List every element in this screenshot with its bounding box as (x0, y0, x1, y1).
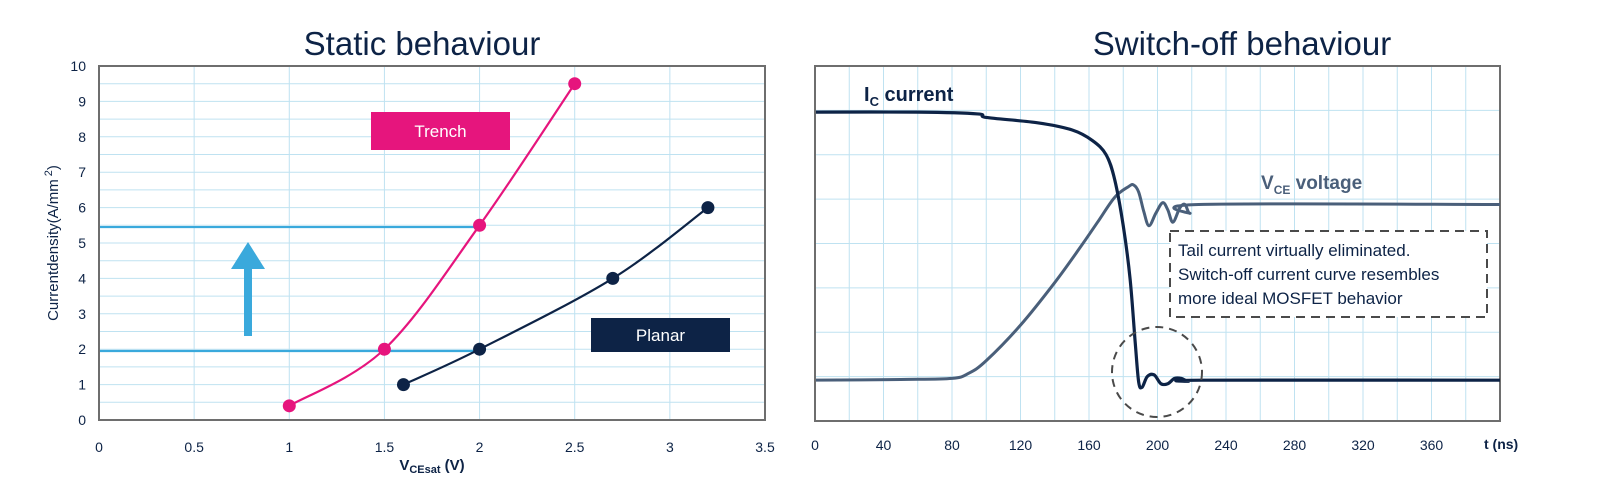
x-tick-labels: 0 0.5 1 1.5 2 2.5 3 3.5 (95, 439, 775, 455)
x-tick-label: 1 (285, 439, 293, 455)
data-point-planar (701, 201, 715, 215)
legend-trench-label: Trench (414, 122, 466, 141)
series-line-planar (402, 206, 709, 386)
note-line: Switch-off current curve resembles (1178, 265, 1439, 284)
y-tick-label: 8 (78, 129, 86, 145)
x-tick-label: 2 (476, 439, 484, 455)
y-tick-label: 9 (78, 93, 86, 109)
x-tick-label: 2.5 (565, 439, 585, 455)
x-tick-label: 40 (876, 437, 892, 453)
note-line: more ideal MOSFET behavior (1178, 289, 1403, 308)
x-axis-label: t (ns) (1484, 436, 1518, 452)
gridlines (99, 66, 765, 420)
data-point-planar (606, 271, 620, 285)
note-line: Tail current virtually eliminated. (1178, 241, 1410, 260)
x-tick-label: 320 (1351, 437, 1375, 453)
ic-current-label: IC current (864, 84, 954, 109)
series-layer (282, 77, 715, 413)
vce-voltage-curve (816, 183, 1500, 382)
legend-trench: Trench (371, 112, 510, 150)
chart-title: Static behaviour (304, 25, 541, 62)
y-tick-label: 5 (78, 235, 86, 251)
x-tick-label: 3.5 (755, 439, 775, 455)
y-tick-label: 2 (78, 341, 86, 357)
plot-frame (814, 65, 1501, 422)
x-axis-label: VCEsat (V) (399, 457, 464, 476)
ic-current-curve (816, 110, 1500, 390)
x-tick-label: 240 (1214, 437, 1238, 453)
x-tick-label: 120 (1009, 437, 1033, 453)
vce-voltage-label: VCE voltage (1261, 173, 1362, 197)
reference-lines (99, 225, 480, 353)
legend-planar-label: Planar (636, 326, 685, 345)
y-tick-label: 3 (78, 306, 86, 322)
x-tick-label: 3 (666, 439, 674, 455)
x-tick-label: 200 (1146, 437, 1170, 453)
data-point-trench (377, 342, 391, 356)
x-tick-label: 0.5 (184, 439, 204, 455)
y-tick-label: 10 (70, 58, 86, 74)
data-point-trench (282, 399, 296, 413)
plot-frame (98, 65, 766, 421)
series-layer (816, 110, 1500, 390)
legend-planar: Planar (591, 318, 730, 352)
x-tick-label: 80 (944, 437, 960, 453)
x-tick-label: 0 (811, 437, 819, 453)
x-tick-label: 160 (1077, 437, 1101, 453)
series-line-trench (288, 83, 576, 407)
switch-off-chart: Switch-off behaviour 0 40 80 120 160 200 240 28… (811, 25, 1518, 453)
y-tick-labels: 0 1 2 3 4 5 6 7 8 9 10 (70, 58, 86, 428)
x-tick-labels: 0 40 80 120 160 200 240 280 320 360 (811, 437, 1443, 453)
data-point-planar (473, 342, 487, 356)
x-tick-label: 0 (95, 439, 103, 455)
data-point-trench (473, 218, 487, 232)
y-tick-label: 6 (78, 200, 86, 216)
y-tick-label: 1 (78, 377, 86, 393)
x-tick-label: 280 (1283, 437, 1307, 453)
data-point-trench (568, 77, 582, 91)
y-tick-label: 4 (78, 270, 86, 286)
y-tick-label: 0 (78, 412, 86, 428)
annotation-note: Tail current virtually eliminated. Switc… (1169, 230, 1488, 318)
y-tick-label: 7 (78, 164, 86, 180)
y-axis-label: Currentdensity(A/mm2) (43, 165, 62, 321)
data-point-planar (396, 378, 410, 392)
arrow-up-icon (231, 242, 265, 336)
static-chart: Static behaviour 0 0.5 1 1.5 2 2.5 3 3.5 0 1 2 3 4 5… (43, 25, 775, 476)
x-tick-label: 1.5 (375, 439, 395, 455)
chart-title: Switch-off behaviour (1093, 25, 1391, 62)
x-tick-label: 360 (1420, 437, 1444, 453)
ringing-highlight-circle (1111, 326, 1203, 418)
